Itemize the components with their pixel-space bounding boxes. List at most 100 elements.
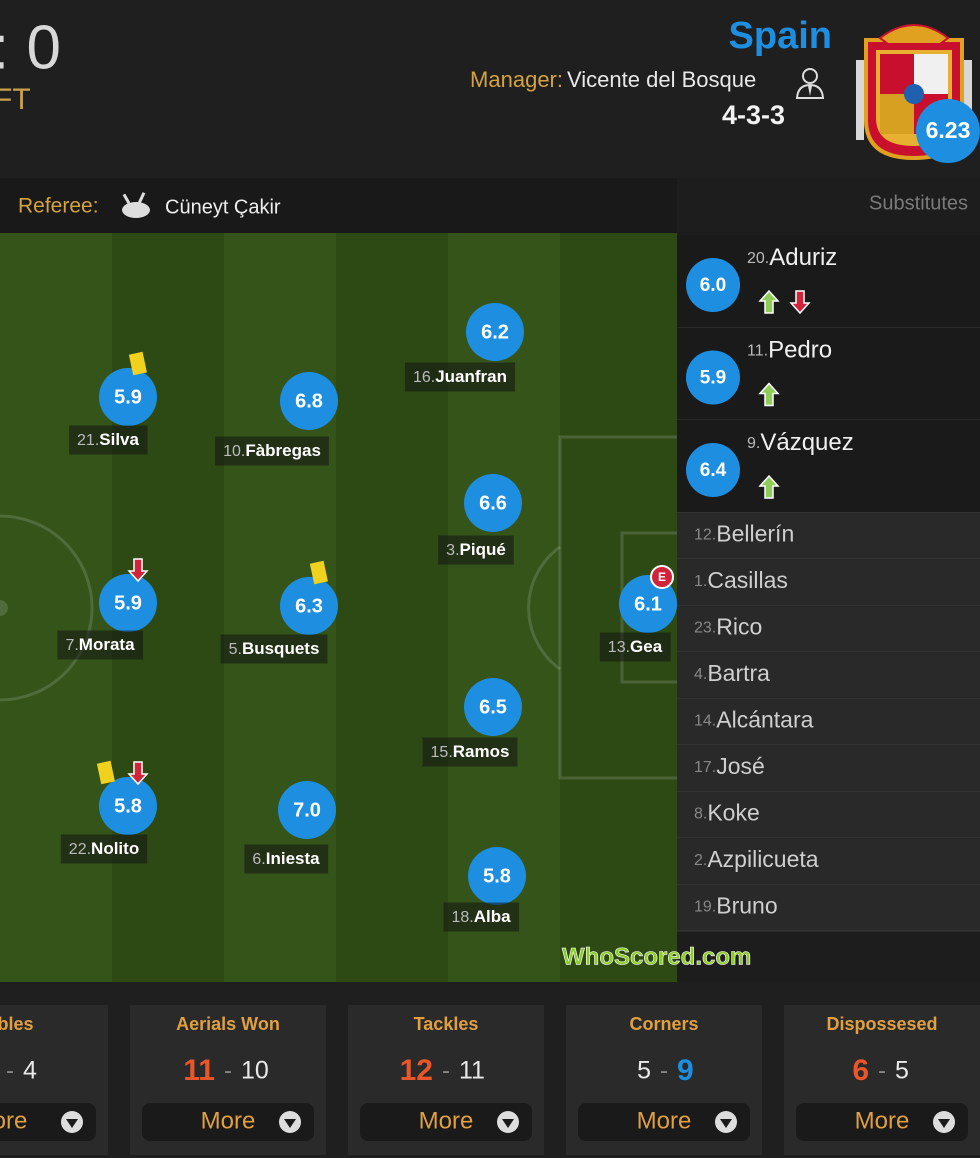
substitute-number: 17. <box>694 759 716 776</box>
substitute-row[interactable]: 6.4 9.Vázquez <box>677 420 980 513</box>
player-name: Silva <box>99 430 139 449</box>
rating-badge <box>464 474 522 532</box>
player[interactable]: 6.1 13.Gea E <box>599 565 677 662</box>
row-background <box>677 698 980 745</box>
more-button[interactable]: ore <box>0 1103 96 1141</box>
player-rating: 5.8 <box>483 865 511 887</box>
stat-box: Tackles -12 11 More <box>348 1005 544 1155</box>
player-name: Alba <box>474 907 511 926</box>
substitute-rating: 6.0 <box>700 275 726 296</box>
stat-home-value: 6 <box>852 1054 869 1087</box>
substitutes-title: Substitutes <box>869 192 968 214</box>
substitute-name: Alcántara <box>716 707 813 733</box>
substitute-row[interactable]: 6.0 20.Aduriz <box>677 235 980 328</box>
rating-badge <box>99 368 157 426</box>
player[interactable]: 6.5 15.Ramos <box>422 678 522 767</box>
more-button[interactable]: More <box>142 1103 314 1141</box>
referee-label: Referee: <box>18 195 99 218</box>
manager-icon <box>795 68 825 99</box>
substitute-row[interactable]: 2.Azpilicueta <box>677 838 980 885</box>
player-label: 21.Silva <box>77 430 139 449</box>
substitute-row[interactable]: 17.José <box>677 745 980 792</box>
stat-box: Corners -5 9 More <box>566 1005 762 1155</box>
stat-title: Corners <box>629 1014 698 1034</box>
substitute-number: 2. <box>694 852 707 869</box>
substitute-label: 1.Casillas <box>694 567 788 593</box>
name-plate <box>57 630 144 660</box>
player[interactable]: 5.9 21.Silva <box>69 351 157 455</box>
sub-off-arrow <box>789 290 811 315</box>
player[interactable]: 6.3 5.Busquets <box>220 560 338 664</box>
player[interactable]: 7.0 6.Iniesta <box>244 781 336 874</box>
name-plate <box>215 436 329 466</box>
substitute-row[interactable]: 4.Bartra <box>677 652 980 699</box>
player[interactable]: 6.2 16.Juanfran <box>404 303 524 392</box>
substitute-row[interactable]: 23.Rico <box>677 605 980 653</box>
row-background <box>677 652 980 699</box>
substitute-number: 9. <box>747 435 760 452</box>
player-rating: 6.3 <box>295 595 323 617</box>
substitute-number: 19. <box>694 899 716 916</box>
substitute-name: Koke <box>707 800 759 826</box>
substitute-label: 19.Bruno <box>694 893 778 919</box>
stat-away-value: 4 <box>23 1057 37 1085</box>
row-background <box>677 745 980 792</box>
more-button[interactable]: More <box>360 1103 532 1141</box>
stat-separator: - <box>660 1057 668 1084</box>
rating-badge <box>466 303 524 361</box>
more-button[interactable]: More <box>578 1103 750 1141</box>
player[interactable]: 5.9 7.Morata <box>57 558 157 660</box>
player-rating: 6.6 <box>479 492 507 514</box>
player-number: 18. <box>451 909 473 926</box>
button-background <box>360 1103 532 1141</box>
player-rating: 7.0 <box>293 799 321 821</box>
substitute-row[interactable]: 1.Casillas <box>677 559 980 606</box>
name-plate <box>220 634 328 664</box>
stat-home-value: 5 <box>637 1057 651 1085</box>
row-background <box>677 884 980 931</box>
player[interactable]: 5.8 18.Alba <box>443 847 526 932</box>
substitute-number: 4. <box>694 666 707 683</box>
rating-badge <box>99 777 157 835</box>
substitute-row[interactable]: 19.Bruno <box>677 884 980 932</box>
substitute-number: 8. <box>694 806 707 823</box>
row-background <box>677 838 980 885</box>
substitute-number: 1. <box>694 573 707 590</box>
sub-on-arrow <box>758 382 780 407</box>
player-number: 15. <box>431 744 453 761</box>
player[interactable]: 5.8 22.Nolito <box>60 760 157 864</box>
error-icon <box>650 565 674 589</box>
stat-away-value: 9 <box>677 1054 694 1087</box>
player-number: 3. <box>446 542 459 559</box>
substitute-label: 14.Alcántara <box>694 707 814 733</box>
player-label: 7.Morata <box>65 635 135 654</box>
substitute-row[interactable]: 8.Koke <box>677 791 980 839</box>
substitute-row[interactable]: 5.9 11.Pedro <box>677 327 980 421</box>
player-rating: 6.2 <box>481 321 509 343</box>
stat-separator: - <box>878 1057 886 1084</box>
sub-on-arrow <box>758 474 780 499</box>
player-number: 6. <box>252 851 265 868</box>
row-background <box>677 512 980 559</box>
player[interactable]: 6.8 10.Fàbregas <box>215 372 338 466</box>
rating-badge <box>468 847 526 905</box>
manager-name: Vicente del Bosque <box>567 67 756 92</box>
name-plate <box>599 632 671 662</box>
substitute-number: 20. <box>747 250 769 267</box>
row-background <box>677 559 980 606</box>
player-label: 3.Piqué <box>446 540 506 559</box>
substitute-row[interactable]: 12.Bellerín <box>677 512 980 560</box>
substitute-name: Rico <box>716 614 762 640</box>
referee-bar <box>0 178 677 233</box>
player[interactable]: 6.6 3.Piqué <box>438 474 522 565</box>
more-button[interactable]: More <box>796 1103 968 1141</box>
row-background <box>677 605 980 652</box>
substitute-row[interactable]: 14.Alcántara <box>677 698 980 746</box>
player-number: 7. <box>65 637 78 654</box>
match-status: FT <box>0 83 31 116</box>
yellow-card <box>309 560 328 585</box>
substitute-label: 12.Bellerín <box>694 521 794 547</box>
team-name[interactable]: Spain <box>729 15 832 57</box>
